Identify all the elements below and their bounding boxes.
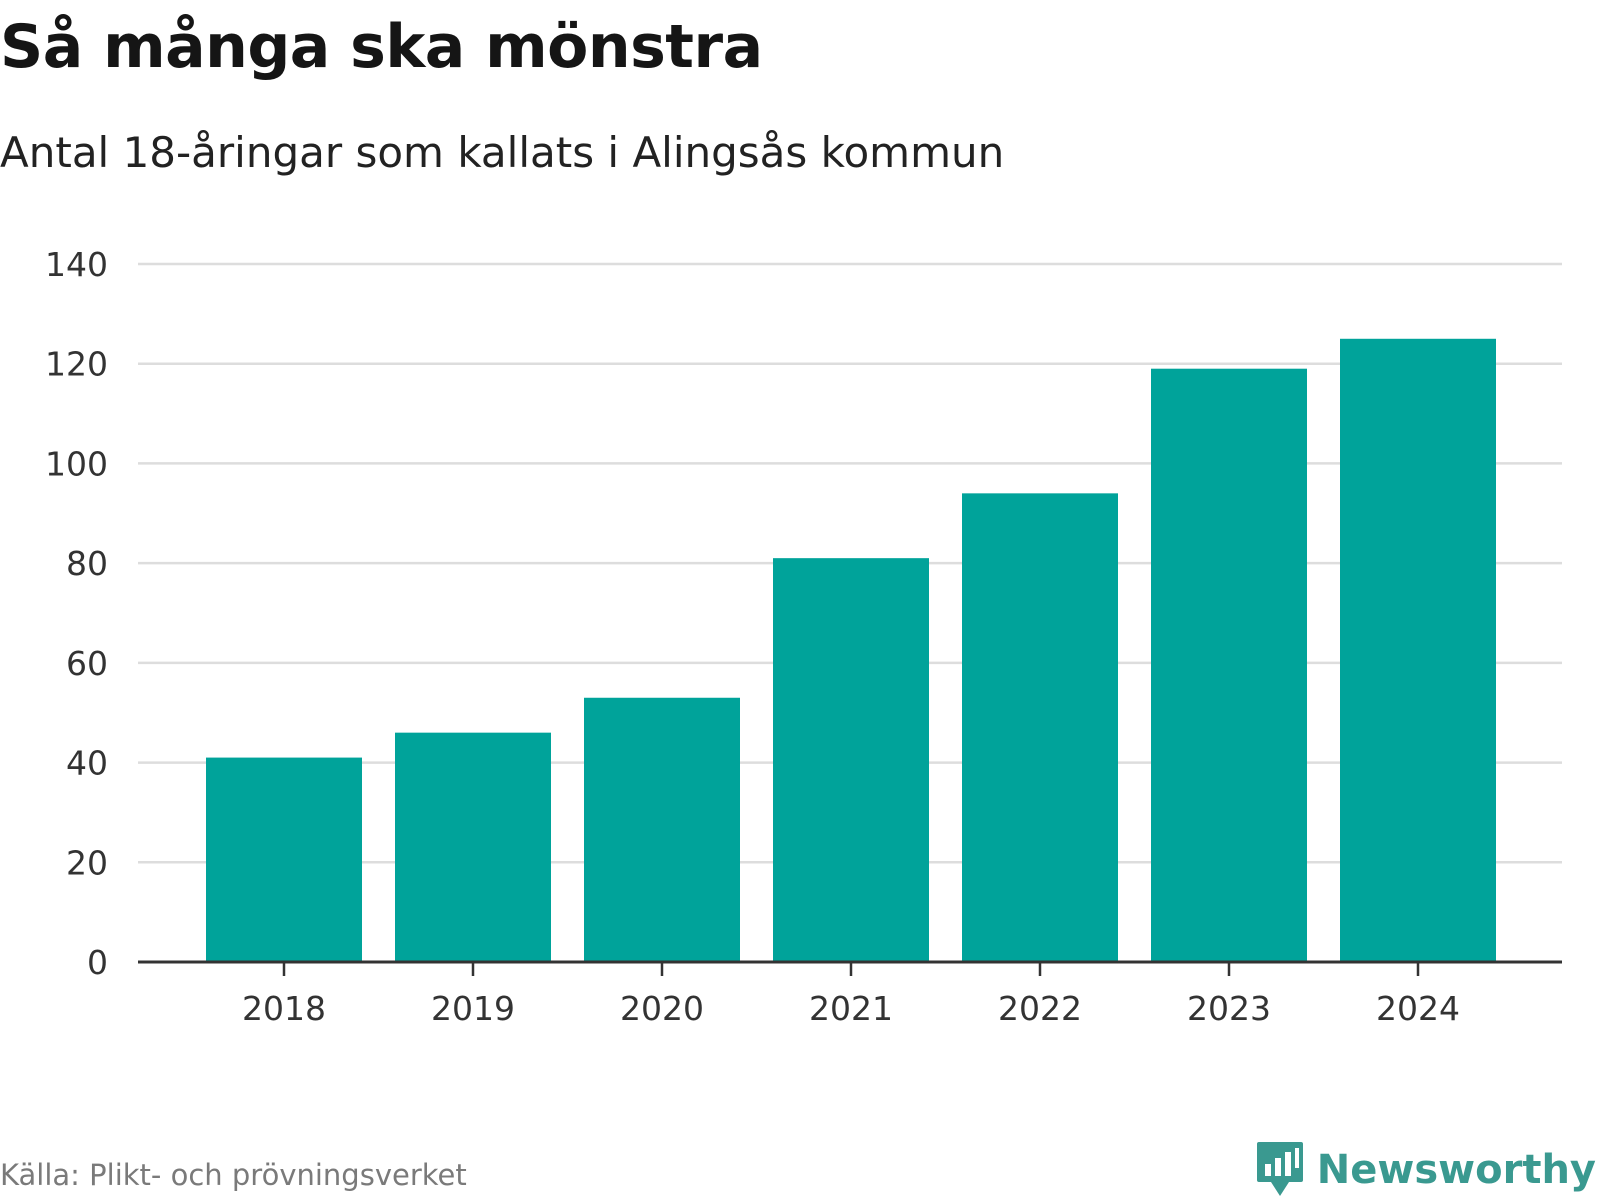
x-tick-label-2019: 2019: [431, 989, 515, 1028]
x-tick-label-2018: 2018: [242, 989, 326, 1028]
chart-subtitle: Antal 18-åringar som kallats i Alingsås …: [0, 128, 1005, 177]
y-tick-label-80: 80: [66, 544, 108, 583]
chat-bubble-bar-chart-icon: [1256, 1142, 1303, 1196]
x-tick-label-2021: 2021: [809, 989, 893, 1028]
bar-2018: [206, 757, 362, 962]
x-tick-label-2023: 2023: [1187, 989, 1271, 1028]
y-tick-label-20: 20: [66, 843, 108, 882]
y-tick-label-140: 140: [45, 245, 108, 284]
brand-name: Newsworthy: [1316, 1147, 1596, 1193]
y-tick-label-0: 0: [87, 943, 108, 982]
brand-logo: Newsworthy: [1255, 1140, 1596, 1200]
x-tick-label-2024: 2024: [1376, 989, 1460, 1028]
source-note: Källa: Plikt- och prövningsverket: [0, 1158, 467, 1192]
bar-2019: [395, 732, 551, 962]
chart-title: Så många ska mönstra: [0, 12, 763, 82]
y-tick-label-120: 120: [45, 345, 108, 384]
x-axis-ticks: 2018 2019 2020 2021 2022 2023 2024: [242, 962, 1460, 1028]
bar-2021: [773, 558, 929, 962]
y-axis-ticks: 0 20 40 60 80 100 120 140: [45, 245, 108, 982]
bar-2023: [1151, 368, 1307, 962]
x-tick-label-2020: 2020: [620, 989, 704, 1028]
bar-2020: [584, 697, 740, 962]
bar-2024: [1340, 338, 1496, 962]
y-tick-label-40: 40: [66, 744, 108, 783]
bars: [206, 338, 1496, 962]
y-tick-label-60: 60: [66, 644, 108, 683]
bar-2022: [962, 493, 1118, 962]
y-tick-label-100: 100: [45, 444, 108, 483]
x-tick-label-2022: 2022: [998, 989, 1082, 1028]
